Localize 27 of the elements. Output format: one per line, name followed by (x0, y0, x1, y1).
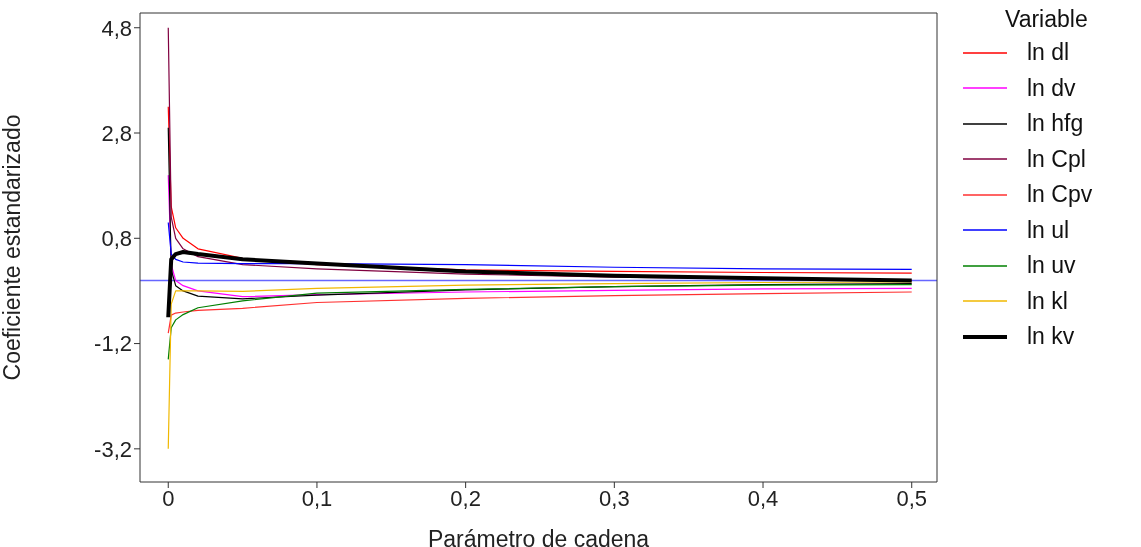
x-tick-label: 0,3 (599, 485, 630, 511)
x-tick-label: 0,2 (450, 485, 481, 511)
y-tick-label: 4,8 (101, 15, 132, 41)
legend-label: ln hfg (1027, 110, 1084, 138)
line-series (167, 291, 913, 334)
y-tick-label: -3,2 (94, 436, 132, 462)
legend-label: ln uv (1027, 252, 1076, 280)
legend-label: ln kv (1027, 323, 1075, 351)
legend-label: ln dv (1027, 74, 1076, 102)
legend-label: ln Cpv (1027, 181, 1093, 209)
legend-label: ln dl (1027, 39, 1070, 67)
legend-title: Variable (1004, 6, 1089, 33)
legend-label: ln kl (1027, 287, 1068, 315)
x-tick-label: 0 (162, 485, 175, 511)
x-tick-label: 0,1 (301, 485, 333, 511)
line-series (167, 221, 913, 270)
x-tick-label: 0,4 (747, 485, 779, 511)
x-tick-label: 0,5 (896, 485, 928, 511)
y-tick-label: 2,8 (101, 120, 132, 146)
line-series (167, 281, 913, 450)
y-tick-label: 0,8 (101, 226, 132, 252)
y-axis-title: Coeficiente estandarizado (0, 114, 26, 381)
legend-label: ln Cpl (1027, 145, 1086, 173)
line-series (167, 284, 913, 360)
y-tick-label: -1,2 (94, 331, 132, 357)
legend-label: ln ul (1027, 216, 1070, 244)
x-axis-title: Parámetro de cadena (427, 526, 650, 547)
